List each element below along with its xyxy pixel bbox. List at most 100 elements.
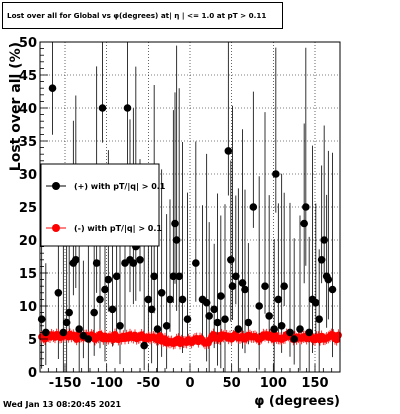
y-tick-label: 10 [19,300,37,315]
legend-label: (+) with pT/|q| > 0.1 [74,182,166,191]
x-tick-label: 50 [223,376,241,391]
black-data-point [116,322,124,330]
black-data-point [324,275,333,284]
black-data-point [129,259,138,267]
black-data-point [286,328,294,337]
black-data-point [98,104,107,112]
black-data-point [59,328,68,337]
black-series [37,84,337,350]
black-data-point [217,292,225,300]
black-data-point [238,279,247,287]
black-data-point [162,322,171,330]
y-tick-label: 25 [19,201,37,216]
footer-timestamp: Wed Jan 13 08:20:45 2021 [3,400,122,409]
black-data-point [166,295,174,304]
black-data-point [280,282,288,291]
black-data-point [315,315,323,324]
black-data-point [169,272,178,281]
black-data-point [72,255,80,264]
black-data-point [140,341,148,350]
black-data-point [175,272,183,281]
black-data-point [255,302,263,310]
x-tick-label: 0 [185,376,194,391]
black-data-point [270,325,278,333]
axis-labels: -150 -100 -50 0 50 100 150 0 5 10 15 20 25 30 35 40 45 50… [8,36,340,409]
legend-marker [52,224,60,232]
black-data-point [241,285,249,294]
black-data-point [144,295,153,304]
black-data-point [320,236,328,244]
black-data-point [62,318,71,327]
legend-box [40,163,160,247]
black-data-point [232,272,240,281]
black-data-point [75,325,83,333]
x-tick-label: -100 [90,376,123,391]
x-axis-label: φ (degrees) [254,394,340,409]
black-data-point [244,318,253,327]
y-tick-label: 5 [28,333,37,348]
black-data-point [48,84,57,92]
black-data-point [136,255,144,264]
black-data-point [147,305,156,314]
black-data-point [65,308,73,317]
title-box: Lost over all for Global vs φ(degrees) a… [2,2,283,29]
red-data-point [334,331,342,339]
black-data-point [108,305,117,314]
black-data-point [265,312,273,320]
black-data-point [210,305,218,314]
y-tick-label: 30 [19,168,37,183]
black-data-point [205,312,213,320]
black-data-point [178,295,187,304]
black-data-point [104,275,113,284]
y-tick-label: 20 [19,234,37,249]
y-tick-label: 45 [19,69,37,84]
black-data-point [192,259,200,267]
legend: (+) with pT/|q| > 0.1 (-) with pT/|q| > 0… [40,163,166,247]
black-data-point [157,289,166,297]
black-data-point [42,328,50,337]
black-data-point [202,298,211,307]
black-data-point [300,219,308,228]
black-data-point [90,308,98,317]
black-data-point [54,289,63,297]
black-data-point [96,295,104,304]
black-data-point [112,272,121,281]
y-tick-label: 50 [19,36,37,51]
chart-title: Lost over all for Global vs φ(degrees) a… [7,11,267,20]
black-data-point [234,325,243,333]
black-data-point [272,170,280,178]
y-axis-label: Lost over all (%) [8,42,24,171]
legend-marker [52,182,60,190]
black-data-point [183,315,192,324]
black-data-point [305,328,313,337]
black-data-point [171,219,179,228]
legend-label: (-) with pT/|q| > 0.1 [74,224,162,233]
black-data-point [123,104,132,112]
black-data-point [317,255,326,264]
black-data-point [224,147,233,155]
x-tick-label: -150 [49,376,82,391]
black-data-point [274,295,283,304]
black-data-point [101,285,109,294]
y-tick-label: 35 [19,135,37,150]
black-data-point [153,325,162,333]
y-tick-label: 0 [28,366,37,381]
black-data-point [302,203,310,211]
x-tick-label: 150 [301,376,328,391]
black-data-point [277,322,286,330]
black-data-point [150,272,158,281]
y-tick-label: 15 [19,267,37,282]
black-data-point [227,255,235,264]
black-data-point [92,259,101,267]
black-data-point [261,282,269,291]
black-data-point [172,236,181,244]
red-series [38,328,342,350]
black-data-point [290,335,298,343]
black-data-point [221,315,229,324]
black-data-point [213,318,222,327]
black-data-point [296,325,304,333]
x-tick-label: 100 [260,376,287,391]
black-data-point [228,282,237,291]
black-data-point [249,203,258,211]
